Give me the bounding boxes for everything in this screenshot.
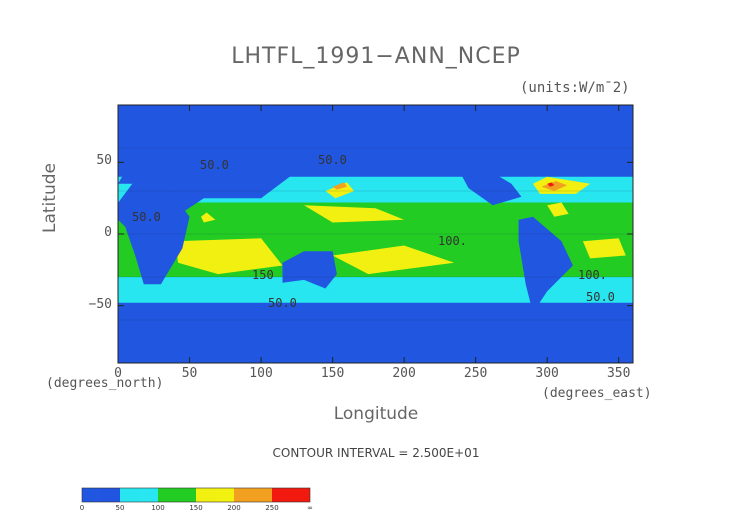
orange-gulf-stream <box>541 181 568 191</box>
contour-value-label: 50.0 <box>132 210 161 224</box>
yellow-arabian-sea <box>201 212 216 223</box>
yellow-south-pacific <box>332 245 455 275</box>
contour-interval: CONTOUR INTERVAL = 2.500E+01 <box>272 446 480 460</box>
colorbar-subswatch <box>101 488 120 502</box>
x-tick-label: 350 <box>606 366 631 381</box>
colorbar-subswatch <box>253 488 272 502</box>
colorbar-subswatch <box>139 488 158 502</box>
yellow-south-atlantic <box>582 238 626 259</box>
yellow-indian-ocean <box>175 238 283 275</box>
colorbar-tick-label: 150 <box>189 504 203 512</box>
y-unit-label: (degrees_north) <box>46 376 164 391</box>
colorbar-tick-label: 200 <box>227 504 241 512</box>
orange-kuroshio <box>332 182 347 190</box>
band-southern-50 <box>118 274 633 303</box>
red-gulf-stream <box>547 182 555 187</box>
contour-value-label: 50.0 <box>268 296 297 310</box>
x-tick-label: 150 <box>320 366 345 381</box>
colorbar-tick-label: ∞ <box>307 504 313 512</box>
axis-ticks <box>117 105 633 363</box>
chart-title: LHTFL_1991−ANN_NCEP <box>231 44 521 69</box>
land-eurasia <box>118 126 376 213</box>
x-tick-label: 50 <box>181 366 198 381</box>
contour-value-label: 50.0 <box>200 158 229 172</box>
x-tick-label: 100 <box>249 366 273 381</box>
y-tick-label: 50 <box>96 153 112 169</box>
colorbar-frame <box>81 487 311 503</box>
x-tick-label: 250 <box>463 366 488 381</box>
colorbar-subswatch <box>177 488 196 502</box>
y-tick-label: 0 <box>104 225 112 240</box>
colorbar <box>81 487 311 503</box>
x-unit-label: (degrees_east) <box>542 386 652 401</box>
land-south-america <box>518 216 573 313</box>
land-africa <box>118 183 190 285</box>
yellow-north-pacific <box>304 205 405 223</box>
contour-value-label: 50.0 <box>318 153 347 167</box>
colorbar-tick-label: 250 <box>265 504 279 512</box>
x-tick-label: 0 <box>114 366 122 381</box>
heatmap-field <box>118 105 633 363</box>
x-tick-label: 300 <box>535 366 559 381</box>
colorbar-tick-label: 100 <box>151 504 165 512</box>
land-antarctica <box>118 322 633 363</box>
yellow-kuroshio <box>325 182 354 199</box>
colorbar-tick-label: 0 <box>79 504 85 512</box>
colorbar-subswatch <box>215 488 234 502</box>
y-tick-label: −50 <box>88 296 112 312</box>
colorbar-subswatch <box>291 488 310 502</box>
contour-value-label: 150 <box>252 268 274 282</box>
y-axis-label: Latitude <box>40 163 60 233</box>
land-north-america <box>389 148 522 206</box>
contour-value-label: 100. <box>438 234 467 248</box>
yellow-north-atlantic <box>547 202 569 217</box>
x-tick-label: 200 <box>392 366 416 381</box>
contour-value-label: 50.0 <box>586 290 615 304</box>
colorbar-tick-label: 50 <box>115 504 125 512</box>
x-axis-label: Longitude <box>333 404 419 424</box>
contour-value-label: 100. <box>578 268 607 282</box>
land-australia <box>282 251 337 289</box>
units-label: (units:W/m¯2) <box>520 80 630 96</box>
